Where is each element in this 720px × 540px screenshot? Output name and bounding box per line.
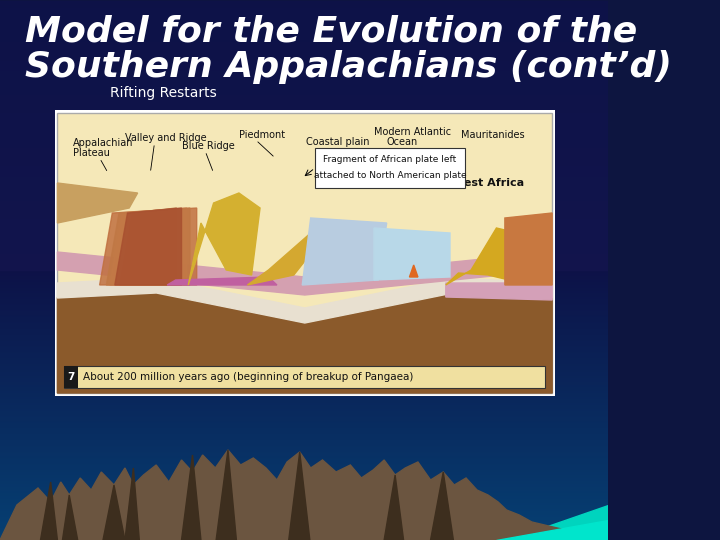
Polygon shape — [496, 520, 608, 540]
Polygon shape — [114, 208, 181, 285]
Polygon shape — [0, 450, 608, 540]
Text: Appalachian: Appalachian — [73, 138, 133, 148]
Polygon shape — [505, 213, 552, 285]
Text: About 200 million years ago (beginning of breakup of Pangaea): About 200 million years ago (beginning o… — [83, 372, 413, 382]
Bar — [58, 113, 552, 393]
Text: Rifting Restarts: Rifting Restarts — [109, 86, 217, 100]
Polygon shape — [63, 495, 78, 540]
Polygon shape — [181, 455, 201, 540]
Polygon shape — [216, 450, 236, 540]
Polygon shape — [99, 208, 197, 285]
Text: Plateau: Plateau — [73, 148, 109, 158]
Text: Coastal plain: Coastal plain — [307, 137, 370, 147]
Text: Piedmont: Piedmont — [239, 130, 285, 140]
Polygon shape — [58, 183, 138, 223]
Polygon shape — [120, 208, 176, 285]
Polygon shape — [188, 193, 260, 285]
Polygon shape — [302, 218, 387, 285]
Polygon shape — [507, 505, 608, 540]
Polygon shape — [410, 265, 418, 277]
Text: Fragment of African plate left: Fragment of African plate left — [323, 156, 456, 165]
Bar — [64, 366, 545, 388]
Text: Model for the Evolution of the: Model for the Evolution of the — [25, 15, 638, 49]
Polygon shape — [248, 233, 319, 285]
Text: 7: 7 — [67, 372, 75, 382]
Polygon shape — [125, 468, 139, 540]
Bar — [315, 148, 465, 188]
Text: attached to North American plate: attached to North American plate — [314, 171, 467, 179]
Polygon shape — [109, 208, 186, 285]
Polygon shape — [384, 475, 404, 540]
Polygon shape — [40, 482, 58, 540]
Polygon shape — [289, 452, 310, 540]
Polygon shape — [446, 228, 518, 285]
Text: Blue Ridge: Blue Ridge — [182, 141, 235, 151]
Bar — [55, 110, 554, 396]
Text: West Africa: West Africa — [452, 178, 524, 188]
Polygon shape — [446, 283, 552, 300]
Polygon shape — [58, 252, 552, 295]
Text: Ocean: Ocean — [387, 137, 418, 147]
Polygon shape — [431, 472, 454, 540]
Polygon shape — [103, 485, 125, 540]
Text: Southern Appalachians (cont’d): Southern Appalachians (cont’d) — [25, 50, 672, 84]
Polygon shape — [374, 228, 450, 280]
Text: Valley and Ridge: Valley and Ridge — [125, 133, 207, 143]
Polygon shape — [58, 293, 552, 393]
Bar — [64, 366, 78, 388]
Polygon shape — [107, 208, 190, 285]
Polygon shape — [58, 278, 552, 323]
Bar — [64, 366, 78, 388]
Text: Mauritanides: Mauritanides — [461, 130, 525, 140]
Text: Modern Atlantic: Modern Atlantic — [374, 127, 451, 137]
Polygon shape — [167, 277, 277, 285]
Polygon shape — [498, 512, 608, 540]
